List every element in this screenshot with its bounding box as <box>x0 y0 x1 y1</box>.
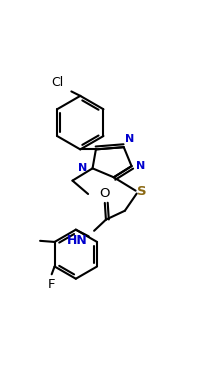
Text: O: O <box>99 187 110 199</box>
Text: N: N <box>78 163 87 173</box>
Text: N: N <box>136 161 145 171</box>
Text: F: F <box>47 278 55 291</box>
Text: Cl: Cl <box>51 76 64 89</box>
Text: S: S <box>137 185 146 198</box>
Text: HN: HN <box>67 234 87 247</box>
Text: N: N <box>125 135 134 144</box>
